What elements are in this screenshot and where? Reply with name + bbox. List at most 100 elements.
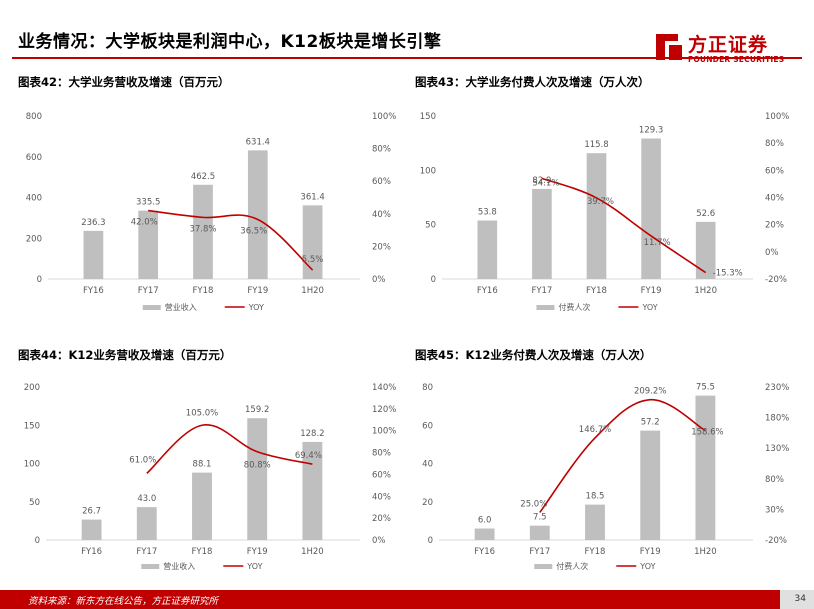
bar	[302, 205, 323, 279]
y-left-tick-label: 200	[24, 383, 40, 393]
y-right-tick-label: 230%	[765, 383, 789, 393]
bar-value-label: 43.0	[137, 494, 156, 504]
y-left-tick-label: 0	[35, 536, 40, 546]
y-left-tick-label: 150	[24, 421, 40, 431]
bar	[81, 519, 102, 540]
line-value-label: 11.7%	[644, 238, 671, 248]
y-right-tick-label: 60%	[372, 470, 391, 480]
y-left-tick-label: 50	[29, 498, 40, 508]
bar-value-label: 462.5	[191, 172, 215, 182]
chart-44-svg: 200 150 100 50 0 140% 120% 100% 80% 60% 40% 20% 0% 26…	[24, 383, 397, 571]
bar	[529, 525, 550, 540]
y-right-tick-label: 30%	[765, 505, 784, 515]
bar	[474, 528, 495, 540]
bar-value-label: 115.8	[584, 140, 608, 150]
y-left-tick-label: 0	[428, 536, 433, 546]
bar	[695, 221, 716, 279]
logo-en-text: FOUNDER SECURITIES	[688, 55, 785, 64]
x-tick-label: FY18	[192, 547, 213, 557]
y-right-tick-label: 40%	[765, 194, 784, 204]
line-value-label: 25.0%	[520, 499, 547, 509]
legend-line-label: YOY	[641, 303, 657, 312]
chart-panel-45: 图表45：K12业务付费人次及增速（万人次） 80 60 40 20 0 230% 180%…	[415, 347, 805, 587]
bar-value-label: 361.4	[300, 192, 324, 202]
bar	[83, 230, 104, 279]
y-right-tick-label: 20%	[372, 242, 391, 252]
y-right-tick-label: 120%	[372, 405, 396, 415]
x-tick-label: FY18	[193, 286, 214, 296]
line-value-label: 36.5%	[240, 227, 267, 237]
y-left-tick-label: 150	[420, 112, 436, 122]
y-right-tick-label: 0%	[765, 248, 779, 258]
y-right-tick-label: -20%	[765, 275, 787, 285]
chart-43-svg: 150 100 50 0 100% 80% 60% 40% 20% 0% -20% 53.8 FY16 8…	[420, 112, 790, 312]
chart-title: 图表43：大学业务付费人次及增速（万人次）	[415, 75, 650, 89]
x-tick-label: FY18	[586, 286, 607, 296]
legend-bar-swatch	[534, 564, 553, 569]
bar	[192, 472, 212, 540]
x-tick-label: 1H20	[301, 547, 324, 557]
y-right-tick-label: 180%	[765, 414, 789, 424]
bar-value-label: 53.8	[478, 208, 497, 218]
bar-value-label: 159.2	[245, 405, 269, 415]
bar	[532, 188, 552, 279]
logo-cn-text: 方正证券	[688, 34, 769, 56]
line-value-label: 5.5%	[302, 255, 324, 265]
bar-value-label: 236.3	[81, 218, 105, 228]
x-tick-label: FY16	[474, 547, 495, 557]
y-left-tick-label: 100	[24, 460, 40, 470]
line-value-label: 39.7%	[587, 197, 614, 207]
y-right-tick-label: 20%	[765, 221, 784, 231]
footer-bar: 资料来源：新东方在线公告，方正证券研究所 34	[0, 590, 814, 609]
page-number: 34	[794, 594, 806, 604]
chart-title: 图表44：K12业务营收及增速（百万元）	[18, 348, 232, 362]
y-left-tick-label: 800	[26, 112, 42, 122]
legend-line-label: YOY	[639, 562, 655, 571]
x-tick-label: 1H20	[301, 286, 324, 296]
y-right-tick-label: 80%	[372, 145, 391, 155]
y-right-tick-label: 0%	[372, 536, 386, 546]
y-right-tick-label: 130%	[765, 444, 789, 454]
line-value-label: 158.6%	[691, 428, 723, 438]
founder-logo-icon	[656, 34, 682, 60]
footer-red-band: 资料来源：新东方在线公告，方正证券研究所	[0, 590, 780, 609]
bar	[586, 153, 607, 279]
x-tick-label: FY19	[640, 547, 661, 557]
bar-value-label: 52.6	[696, 209, 715, 219]
x-tick-label: FY17	[136, 547, 157, 557]
legend-line-label: YOY	[246, 562, 262, 571]
x-tick-label: 1H20	[694, 286, 717, 296]
line-value-label: 37.8%	[189, 224, 216, 234]
y-right-tick-label: 60%	[765, 166, 784, 176]
x-tick-label: FY19	[641, 286, 662, 296]
y-right-tick-label: 100%	[765, 112, 789, 122]
line-value-label: 209.2%	[634, 387, 666, 397]
bar	[641, 138, 661, 279]
line-value-label: 42.0%	[131, 218, 158, 228]
chart-title: 图表42：大学业务营收及增速（百万元）	[18, 75, 230, 89]
bar	[695, 395, 716, 540]
x-tick-label: FY16	[477, 286, 498, 296]
y-left-tick-label: 400	[26, 194, 42, 204]
y-left-tick-label: 0	[37, 275, 42, 285]
bar-value-label: 631.4	[246, 137, 270, 147]
y-right-tick-label: 80%	[765, 139, 784, 149]
y-left-tick-label: 40	[422, 460, 433, 470]
y-right-tick-label: 140%	[372, 383, 396, 393]
yoy-line	[539, 398, 706, 513]
y-right-tick-label: 100%	[372, 427, 396, 437]
legend-bar-label: 营业收入	[165, 302, 197, 312]
y-right-tick-label: 60%	[372, 177, 391, 187]
x-tick-label: FY16	[81, 547, 102, 557]
bar	[247, 418, 268, 540]
y-right-tick-label: 40%	[372, 210, 391, 220]
bar-value-label: 128.2	[300, 429, 324, 439]
legend-bar-swatch	[141, 564, 160, 569]
legend-bar-swatch	[142, 305, 161, 310]
title-divider	[12, 57, 802, 59]
line-value-label: 80.8%	[244, 461, 271, 471]
bar	[247, 150, 268, 279]
line-value-label: 105.0%	[186, 408, 218, 418]
x-tick-label: FY19	[247, 286, 268, 296]
bar-value-label: 88.1	[193, 460, 212, 470]
